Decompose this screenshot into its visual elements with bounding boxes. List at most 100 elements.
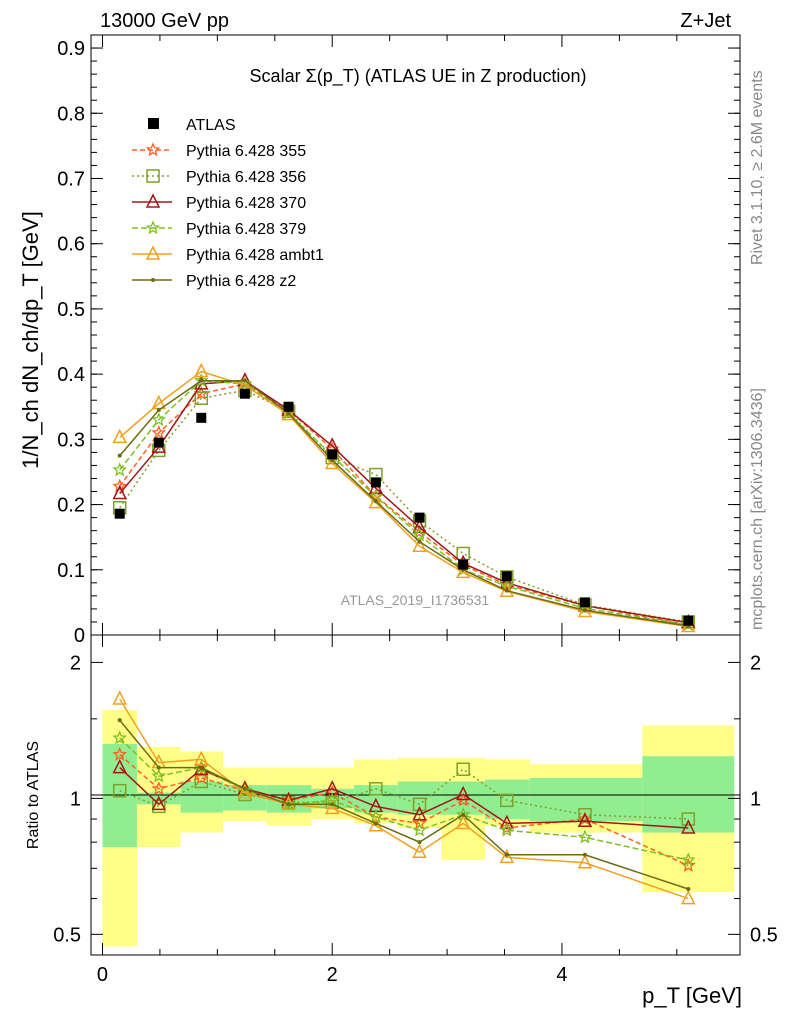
legend-label: Pythia 6.428 370 xyxy=(186,195,306,212)
main-panel: Scalar Σ(p_T) (ATLAS UE in Z production)… xyxy=(18,34,741,647)
analysis-watermark: ATLAS_2019_I1736531 xyxy=(341,592,490,608)
y-tick-label: 0 xyxy=(74,625,85,647)
series-line xyxy=(119,379,689,624)
data-point xyxy=(112,428,127,444)
y-tick-label: 0.9 xyxy=(57,38,85,60)
x-tick-label: 4 xyxy=(556,964,567,986)
uncertainty-band-inner xyxy=(180,781,224,813)
uncertainty-band-inner xyxy=(484,779,530,820)
y-tick-label: 0.2 xyxy=(57,495,85,517)
data-point xyxy=(194,391,209,406)
ratio-data-point xyxy=(455,814,471,830)
series-line xyxy=(119,389,689,623)
ratio-series-line xyxy=(119,737,689,861)
ratio-data-point xyxy=(412,797,427,812)
ratio-data-point xyxy=(199,765,204,770)
data-point xyxy=(156,408,161,412)
ratio-data-point xyxy=(686,887,691,892)
y-tick-label: 0.1 xyxy=(57,560,85,582)
ratio-series-pythia-6-428-ambt1 xyxy=(112,690,696,905)
ratio-y-tick-label: 1 xyxy=(70,788,81,810)
legend-marker xyxy=(146,169,160,183)
ratio-data-point xyxy=(117,718,122,723)
data-point xyxy=(153,437,164,448)
data-point xyxy=(368,493,384,509)
series-line xyxy=(119,379,689,626)
data-point xyxy=(327,449,338,460)
ratio-data-point xyxy=(504,852,509,857)
x-tick-label: 0 xyxy=(97,964,108,986)
data-point xyxy=(501,571,512,582)
data-point xyxy=(504,588,509,593)
data-point xyxy=(283,401,294,412)
legend-marker xyxy=(148,118,159,129)
ratio-data-point xyxy=(499,814,515,830)
ratio-data-point xyxy=(417,840,422,845)
header-left: 13000 GeV pp xyxy=(100,10,229,32)
ratio-series-pythia-6-428-355 xyxy=(112,746,696,872)
ratio-y-tick-label-right: 2 xyxy=(750,652,761,674)
legend-label: Pythia 6.428 z2 xyxy=(186,273,296,290)
data-point xyxy=(417,539,422,544)
x-tick-label: 2 xyxy=(327,964,338,986)
mcplots-label: mcplots.cern.ch [arXiv:1306.3436] xyxy=(749,388,766,630)
data-point xyxy=(458,559,469,570)
ratio-series-pythia-6-428-z2 xyxy=(117,718,691,892)
ratio-data-point xyxy=(412,815,427,830)
ratio-data-point xyxy=(156,765,161,770)
data-point xyxy=(117,453,122,458)
ratio-data-point xyxy=(499,848,515,864)
legend-marker xyxy=(145,142,161,157)
data-point xyxy=(194,362,209,378)
ratio-panel: 0.5 0.5 1 1 2 2 0 2 4 Ratio to ATLAS p_T [GeV] xyxy=(25,634,778,1008)
ratio-data-point xyxy=(680,857,696,872)
ratio-data-point xyxy=(681,889,696,905)
ratio-data-point xyxy=(151,795,166,811)
ratio-data-point xyxy=(373,821,378,826)
y-tick-label: 0.8 xyxy=(57,103,85,125)
data-point xyxy=(373,499,378,504)
ratio-data-point xyxy=(461,812,466,817)
legend-label: Pythia 6.428 355 xyxy=(186,143,306,160)
ratio-data-point xyxy=(112,730,128,745)
data-point xyxy=(582,608,587,613)
data-point xyxy=(579,597,590,608)
data-point xyxy=(499,582,515,598)
ratio-data-point xyxy=(582,852,587,857)
data-point xyxy=(414,512,425,523)
ratio-data-point xyxy=(456,762,470,777)
data-point xyxy=(281,405,296,421)
ratio-data-point xyxy=(112,690,127,705)
legend-label: Pythia 6.428 356 xyxy=(186,169,306,186)
ratio-data-point xyxy=(112,746,128,761)
rivet-version-label: Rivet 3.1.10, ≥ 2.6M events xyxy=(749,70,766,265)
series-line xyxy=(119,370,689,628)
data-point xyxy=(112,478,128,493)
ratio-series-line xyxy=(119,767,689,829)
y-tick-label: 0.3 xyxy=(57,429,85,451)
series-line xyxy=(119,383,689,626)
ratio-data-point xyxy=(286,802,291,807)
data-point xyxy=(196,412,207,423)
ratio-data-point xyxy=(577,829,593,844)
ratio-data-point xyxy=(455,785,471,801)
series-line xyxy=(119,379,689,627)
ratio-data-point xyxy=(680,852,696,867)
series-pythia-6-428-370 xyxy=(112,371,696,629)
data-point xyxy=(242,378,247,383)
ratio-data-point xyxy=(237,783,253,799)
ratio-data-point xyxy=(499,822,515,837)
ratio-y-tick-label-right: 0.5 xyxy=(750,924,778,946)
data-point xyxy=(151,425,167,440)
ratio-y-axis-label: Ratio to ATLAS xyxy=(25,741,42,849)
ratio-data-point xyxy=(151,768,167,783)
ratio-data-point xyxy=(455,792,471,807)
ratio-data-point xyxy=(681,812,696,826)
ratio-data-point xyxy=(412,806,427,821)
ratio-series-line xyxy=(119,719,689,890)
legend-label: Pythia 6.428 379 xyxy=(186,221,306,238)
y-tick-label: 0.5 xyxy=(57,299,85,321)
ratio-y-tick-label: 2 xyxy=(70,652,81,674)
data-point xyxy=(114,508,125,519)
